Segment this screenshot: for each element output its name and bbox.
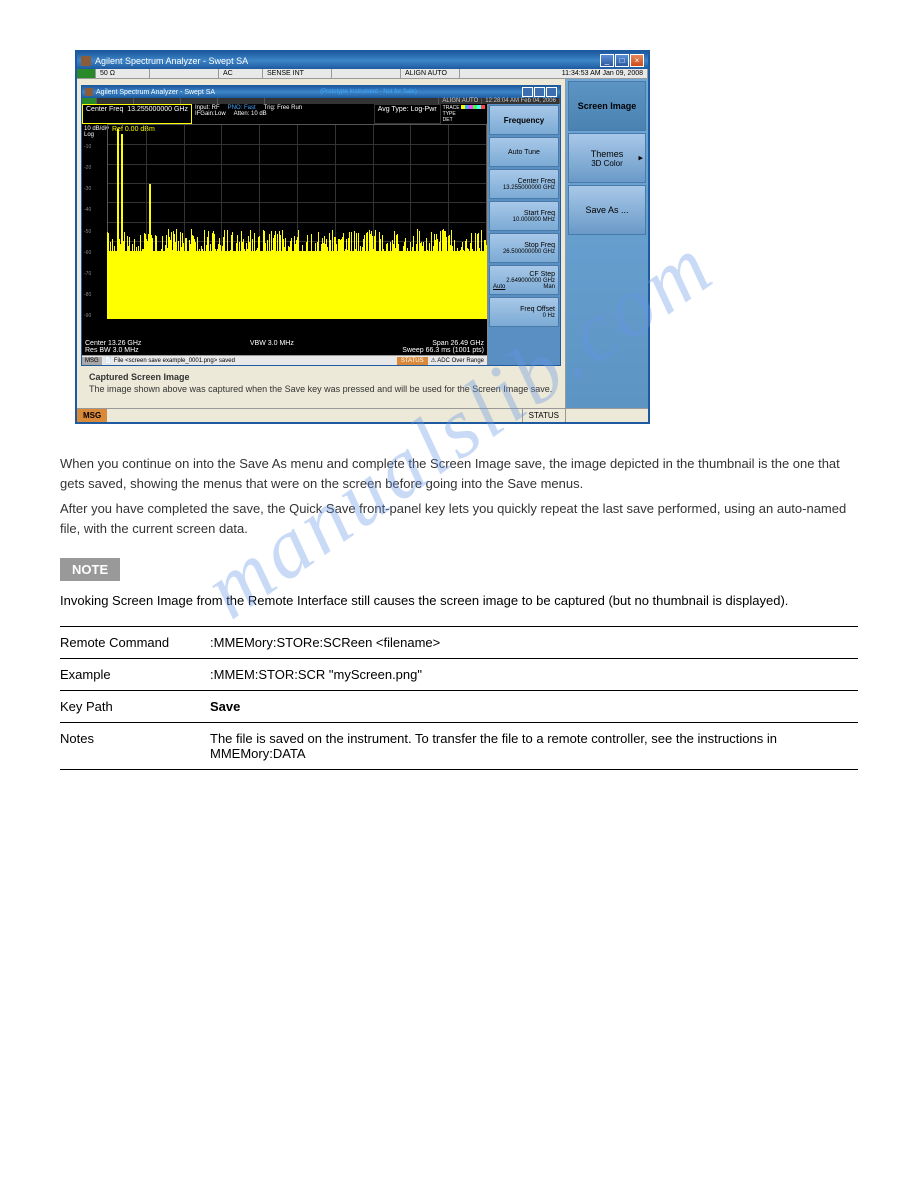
status-text: ⚠ ADC Over Range <box>428 356 487 365</box>
footer-resbw: Res BW 3.0 MHz <box>85 347 141 354</box>
avg-type: Avg Type: Log-Pwr <box>374 104 441 124</box>
status-impedance: 50 Ω <box>96 69 150 78</box>
cf-step-button[interactable]: CF Step2.649000000 GHzAutoMan <box>489 265 559 295</box>
msg-label: MSG <box>82 357 102 365</box>
example-value: :MMEM:STOR:SCR "myScreen.png" <box>210 667 422 682</box>
inner-msg-bar: MSG 📄 File <screen save example_0001.png… <box>82 355 487 365</box>
notes-label: Notes <box>60 731 210 746</box>
titlebar: Agilent Spectrum Analyzer - Swept SA _ □… <box>77 52 648 69</box>
minimize-button[interactable]: _ <box>600 54 614 67</box>
spectrum-trace <box>107 124 487 319</box>
app-icon <box>81 56 91 66</box>
freq-offset-button[interactable]: Freq Offset0 Hz <box>489 297 559 327</box>
maximize-button[interactable]: □ <box>615 54 629 67</box>
screenshot-figure: Agilent Spectrum Analyzer - Swept SA _ □… <box>75 50 650 424</box>
bottom-msg-label: MSG <box>77 409 107 422</box>
stop-freq-button[interactable]: Stop Freq26.500000000 GHz <box>489 233 559 263</box>
inner-app-icon <box>85 88 93 96</box>
trace-info: TRACE TYPE DET <box>441 104 487 124</box>
body-p2: After you have completed the save, the Q… <box>60 499 858 538</box>
center-freq-display: Center Freq 13.255000000 GHz <box>82 104 192 124</box>
status-label: STATUS <box>397 357 428 365</box>
save-as-button[interactable]: Save As ... <box>568 185 646 235</box>
note-text: Invoking Screen Image from the Remote In… <box>60 593 858 608</box>
auto-tune-button[interactable]: Auto Tune <box>489 137 559 167</box>
status-sense: SENSE INT <box>263 69 332 78</box>
inner-titlebar: Agilent Spectrum Analyzer - Swept SA (Pr… <box>82 86 560 98</box>
note-badge: NOTE <box>60 558 120 581</box>
remote-cmd-label: Remote Command <box>60 635 210 650</box>
footer-vbw: VBW 3.0 MHz <box>250 340 294 347</box>
inner-titlebar-text: Agilent Spectrum Analyzer - Swept SA <box>96 89 215 96</box>
center-freq-button[interactable]: Center Freq13.255000000 GHz <box>489 169 559 199</box>
keypath-value: Save <box>210 699 240 714</box>
screen-image-header: Screen Image <box>568 81 646 131</box>
graph-header: Center Freq 13.255000000 GHz Input: RFPN… <box>82 104 487 124</box>
status-indicator <box>77 69 96 78</box>
themes-button[interactable]: Themes 3D Color ▸ <box>568 133 646 183</box>
spectrum-graph: 10 dB/divLog Ref 0.00 dBm <box>82 124 487 339</box>
caption-text: The image shown above was captured when … <box>89 384 553 394</box>
frequency-header: Frequency <box>489 105 559 135</box>
prototype-label: (Prototype Instrument - Not for Sale) <box>320 89 417 95</box>
example-label: Example <box>60 667 210 682</box>
chevron-right-icon: ▸ <box>638 153 643 164</box>
caption-title: Captured Screen Image <box>89 372 553 382</box>
notes-value: The file is saved on the instrument. To … <box>210 731 800 761</box>
inner-maximize-button <box>534 87 545 97</box>
footer-center: Center 13.26 GHz <box>85 340 141 347</box>
side-panel: Screen Image Themes 3D Color ▸ Save As .… <box>565 79 648 408</box>
close-button[interactable]: × <box>630 54 644 67</box>
caption-area: Captured Screen Image The image shown ab… <box>81 366 561 404</box>
y-axis-scale: 10 dB/divLog <box>84 126 109 138</box>
bottom-bar: MSG STATUS <box>77 408 648 422</box>
status-ac: AC <box>219 69 263 78</box>
footer-span: Span 26.49 GHz <box>432 340 484 347</box>
note-section: NOTE Invoking Screen Image from the Remo… <box>60 558 858 608</box>
status-align: ALIGN AUTO <box>401 69 460 78</box>
graph-footer: Center 13.26 GHz Res BW 3.0 MHz VBW 3.0 … <box>82 339 487 355</box>
status-strip: 50 Ω AC SENSE INT ALIGN AUTO 11:34:53 AM… <box>77 69 648 79</box>
command-table: Remote Command:MMEMory:STORe:SCReen <fil… <box>60 626 858 770</box>
body-paragraphs: When you continue on into the Save As me… <box>60 454 858 538</box>
inner-close-button <box>546 87 557 97</box>
inner-minimize-button <box>522 87 533 97</box>
frequency-panel: Frequency Auto Tune Center Freq13.255000… <box>487 104 560 365</box>
titlebar-text: Agilent Spectrum Analyzer - Swept SA <box>95 56 248 66</box>
keypath-label: Key Path <box>60 699 210 714</box>
bottom-status-label: STATUS <box>522 409 565 422</box>
footer-sweep: Sweep 66.3 ms (1001 pts) <box>402 347 484 354</box>
msg-text: 📄 File <screen save example_0001.png> sa… <box>102 356 397 365</box>
status-time: 11:34:53 AM Jan 09, 2008 <box>558 69 648 78</box>
app-window: Agilent Spectrum Analyzer - Swept SA _ □… <box>75 50 650 424</box>
start-freq-button[interactable]: Start Freq10.000000 MHz <box>489 201 559 231</box>
remote-cmd-value: :MMEMory:STORe:SCReen <filename> <box>210 635 440 650</box>
capture-thumbnail: Agilent Spectrum Analyzer - Swept SA (Pr… <box>81 85 561 366</box>
body-p1: When you continue on into the Save As me… <box>60 454 858 493</box>
